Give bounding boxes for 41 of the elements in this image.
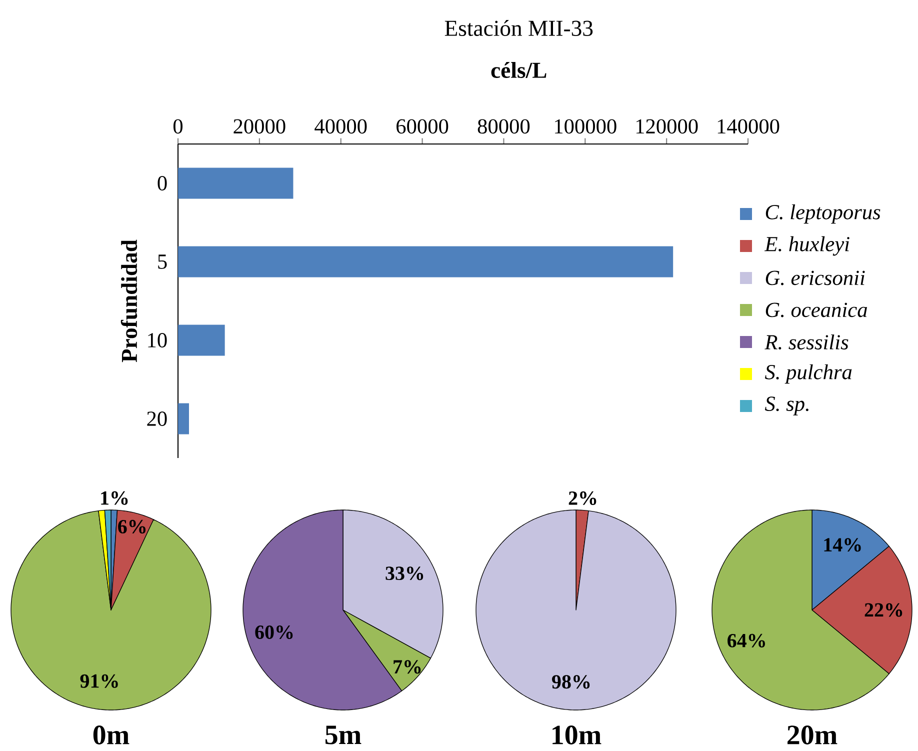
legend-label: E. huxleyi	[764, 236, 850, 256]
x-tick-label: 60000	[396, 119, 448, 134]
text: 20m	[788, 726, 838, 744]
data-label: 91%	[80, 674, 118, 688]
data-label: 14%	[824, 538, 861, 552]
x-tick-label: 0	[173, 119, 183, 134]
y-tick-label: 20	[147, 412, 167, 426]
data-label: 98%	[552, 675, 590, 689]
data-label: 7%	[394, 660, 421, 674]
bar	[178, 246, 674, 278]
legend-label: S. pulchra	[764, 364, 852, 384]
legend-label: G. oceanica	[766, 302, 867, 318]
legend-label: C. leptoporus	[766, 204, 880, 224]
text: 5m	[325, 726, 362, 744]
x-tick-label: 20000	[234, 119, 286, 134]
data-label: 64%	[728, 634, 765, 648]
x-tick-label: 140000	[718, 119, 780, 134]
data-label: 1%	[101, 491, 128, 505]
y-tick-label: 5	[158, 254, 167, 269]
x-tick-label: 120000	[636, 119, 698, 134]
data-label: 60%	[255, 625, 293, 640]
data-label: 6%	[118, 520, 146, 534]
x-tick-label: 80000	[478, 119, 530, 134]
legend-label: R. sessilis	[764, 334, 848, 350]
legend-label: G. ericsonii	[766, 270, 865, 286]
x-tick-label: 100000	[555, 119, 616, 134]
y-axis-title: Profundidad	[120, 240, 138, 362]
text: 10m	[552, 726, 602, 744]
legend-label: S. sp.	[764, 396, 808, 416]
bar	[178, 168, 294, 199]
bar	[178, 403, 189, 434]
y-tick-label: 10	[148, 333, 167, 348]
chart-title: Estación MII-33	[444, 20, 593, 36]
data-label: 33%	[386, 566, 424, 580]
bar	[178, 324, 225, 356]
text: 0m	[93, 726, 130, 744]
x-tick-label: 40000	[314, 119, 367, 134]
data-label: 2%	[568, 491, 596, 506]
data-label: 22%	[864, 603, 902, 617]
y-tick-label: 0	[158, 176, 167, 190]
x-axis-title: céls/L	[491, 62, 546, 78]
